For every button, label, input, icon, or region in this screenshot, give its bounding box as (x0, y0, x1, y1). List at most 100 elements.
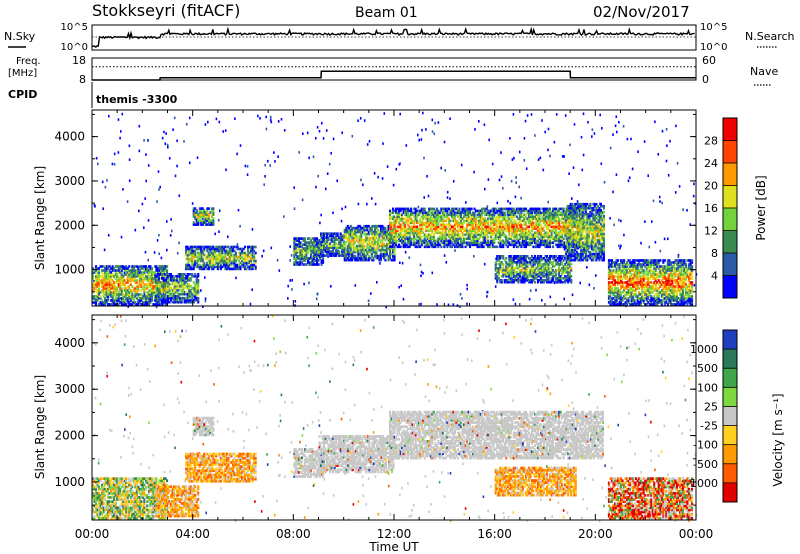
heatmap-cell (399, 261, 401, 265)
heatmap-cell (578, 183, 580, 187)
heatmap-cell (114, 265, 117, 268)
heatmap-cell (159, 284, 162, 288)
heatmap-cell (96, 299, 99, 302)
heatmap-cell (161, 265, 164, 268)
heatmap-cell (161, 298, 164, 302)
heatmap-cell (547, 148, 549, 152)
heatmap-cell (158, 267, 161, 270)
heatmap-cell (101, 275, 104, 278)
heatmap-cell (116, 269, 119, 272)
heatmap-cell (140, 293, 143, 296)
heatmap-cell (465, 201, 467, 204)
heatmap-cell (626, 137, 629, 141)
heatmap-cell (138, 265, 141, 268)
heatmap-cell (107, 299, 110, 302)
nsky-label: N.Sky (4, 30, 36, 43)
heatmap-cell (144, 283, 147, 286)
heatmap-cell (149, 289, 152, 292)
heatmap-cell (120, 130, 122, 133)
heatmap-cell (128, 275, 131, 278)
heatmap-cell (153, 251, 156, 254)
heatmap-cell (153, 271, 156, 274)
heatmap-cell (113, 293, 116, 296)
heatmap-cell (401, 261, 404, 265)
heatmap-cell (269, 115, 272, 119)
heatmap-cell (540, 223, 543, 227)
heatmap-cell (178, 241, 180, 245)
heatmap-cell (138, 124, 141, 128)
heatmap-cell (218, 120, 221, 124)
heatmap-cell (176, 252, 179, 255)
heatmap-cell (131, 265, 134, 268)
heatmap-cell (125, 281, 128, 284)
heatmap-cell (549, 207, 552, 211)
heatmap-cell (144, 275, 147, 278)
heatmap-cell (143, 293, 146, 296)
heatmap-cell (153, 285, 156, 288)
heatmap-cell (110, 303, 113, 306)
heatmap-cell (143, 269, 146, 272)
heatmap-cell (120, 265, 123, 268)
heatmap-cell (440, 245, 443, 249)
heatmap-cell (128, 271, 131, 274)
heatmap-cell (202, 305, 204, 308)
heatmap-cell (541, 119, 543, 122)
heatmap-cell (123, 267, 126, 270)
heatmap-cell (523, 159, 526, 162)
heatmap-cell (110, 287, 113, 290)
heatmap-cell (576, 200, 579, 203)
heatmap-cell (108, 269, 111, 272)
heatmap-cell (381, 177, 384, 180)
heatmap-cell (110, 283, 113, 286)
heatmap-cell (147, 299, 150, 302)
heatmap-cell (488, 138, 490, 142)
heatmap-cell (105, 289, 108, 292)
heatmap-cell (161, 294, 164, 298)
heatmap-cell (110, 277, 113, 280)
heatmap-cell (134, 271, 137, 274)
heatmap-cell (143, 267, 146, 270)
heatmap-cell (422, 227, 425, 231)
heatmap-cell (143, 297, 146, 300)
beam-label: Beam 01 (355, 5, 418, 21)
heatmap-cell (628, 176, 631, 179)
heatmap-cell (95, 301, 98, 304)
heatmap-cell (107, 303, 110, 306)
heatmap-cell (665, 159, 668, 163)
heatmap-cell (110, 293, 113, 296)
heatmap-cell (132, 269, 135, 272)
heatmap-cell (116, 299, 119, 302)
heatmap-cell (155, 267, 158, 270)
heatmap-cell (144, 267, 147, 270)
heatmap-cell (263, 183, 265, 186)
heatmap-cell (95, 287, 98, 290)
heatmap-cell (107, 275, 110, 278)
heatmap-cell (120, 279, 123, 282)
heatmap-cell (111, 267, 114, 270)
heatmap-cell (152, 293, 155, 296)
heatmap-cell (354, 284, 357, 287)
heatmap-cell (692, 194, 695, 198)
heatmap-cell (618, 244, 620, 247)
heatmap-cell (101, 299, 104, 302)
heatmap-cell (161, 290, 164, 294)
heatmap-cell (111, 269, 114, 272)
heatmap-cell (283, 215, 285, 218)
heatmap-cell (99, 281, 102, 284)
heatmap-cell (166, 248, 168, 252)
heatmap-cell (126, 301, 129, 304)
heatmap-cell (466, 283, 468, 287)
heatmap-cell (111, 275, 114, 278)
heatmap-cell (114, 295, 117, 298)
heatmap-cell (101, 301, 104, 304)
heatmap-cell (140, 281, 143, 284)
heatmap-cell (149, 295, 152, 298)
nave-label: Nave (750, 65, 778, 78)
heatmap-cell (264, 175, 266, 178)
heatmap-cell (149, 285, 152, 288)
heatmap-cell (119, 277, 122, 280)
nave-ytick-right: 60 (702, 54, 716, 67)
heatmap-cell (120, 275, 123, 278)
heatmap-cell (367, 299, 370, 303)
heatmap-cell (473, 170, 475, 174)
